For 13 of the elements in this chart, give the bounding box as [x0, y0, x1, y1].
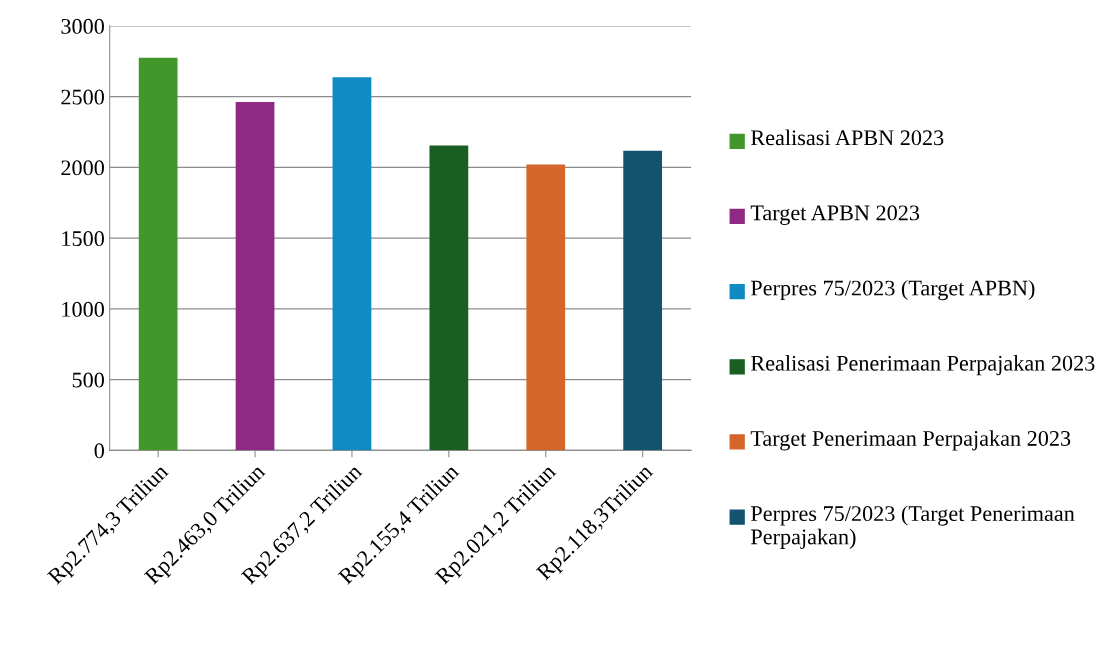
y-tick-label: 0 [94, 443, 104, 459]
legend-label: Realisasi Penerimaan Perpajakan 2023 [750, 355, 1095, 376]
legend-label: Perpres 75/2023 (Target APBN) [750, 279, 1035, 301]
y-tick-label: 2000 [61, 160, 104, 176]
legend-label: Perpres 75/2023 (Target Penerimaan Perpajakan) [750, 505, 1075, 549]
y-tick-label: 1000 [62, 301, 104, 317]
y-tick-label: 500 [72, 372, 104, 388]
legend-label: Realisasi APBN 2023 [750, 129, 944, 146]
legend-label: Target APBN 2023 [750, 205, 920, 225]
y-tick-label: 2500 [61, 89, 104, 105]
y-tick-label: 1500 [62, 231, 104, 247]
y-tick-label: 3000 [61, 18, 104, 34]
legend-label: Target Penerimaan Perpajakan 2023 [750, 430, 1071, 451]
